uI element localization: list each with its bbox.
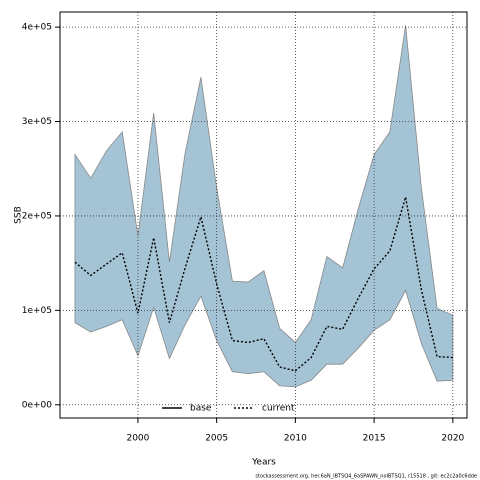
- legend-label: current: [262, 404, 295, 414]
- y-tick-label: 2e+05: [22, 211, 52, 221]
- y-tick-label: 3e+05: [22, 117, 52, 127]
- x-tick-label: 2015: [363, 434, 386, 444]
- x-axis-label: Years: [251, 458, 276, 468]
- x-tick-label: 2005: [205, 434, 228, 444]
- x-tick-label: 2010: [284, 434, 307, 444]
- y-tick-label: 0e+00: [22, 400, 53, 410]
- confidence-band: [74, 25, 454, 388]
- plot-frame: [59, 11, 468, 419]
- footnote: stockassessment.org, her.6aN_IBTSQ4_6aSP…: [255, 474, 477, 480]
- x-tick-label: 2020: [441, 434, 464, 444]
- y-tick-label: 4e+05: [22, 23, 52, 33]
- x-tick-label: 2000: [126, 434, 149, 444]
- y-tick-label: 1e+05: [22, 306, 52, 316]
- data-line: [74, 196, 453, 372]
- y-axis-label: SSB: [14, 206, 24, 224]
- legend-label: base: [190, 404, 212, 414]
